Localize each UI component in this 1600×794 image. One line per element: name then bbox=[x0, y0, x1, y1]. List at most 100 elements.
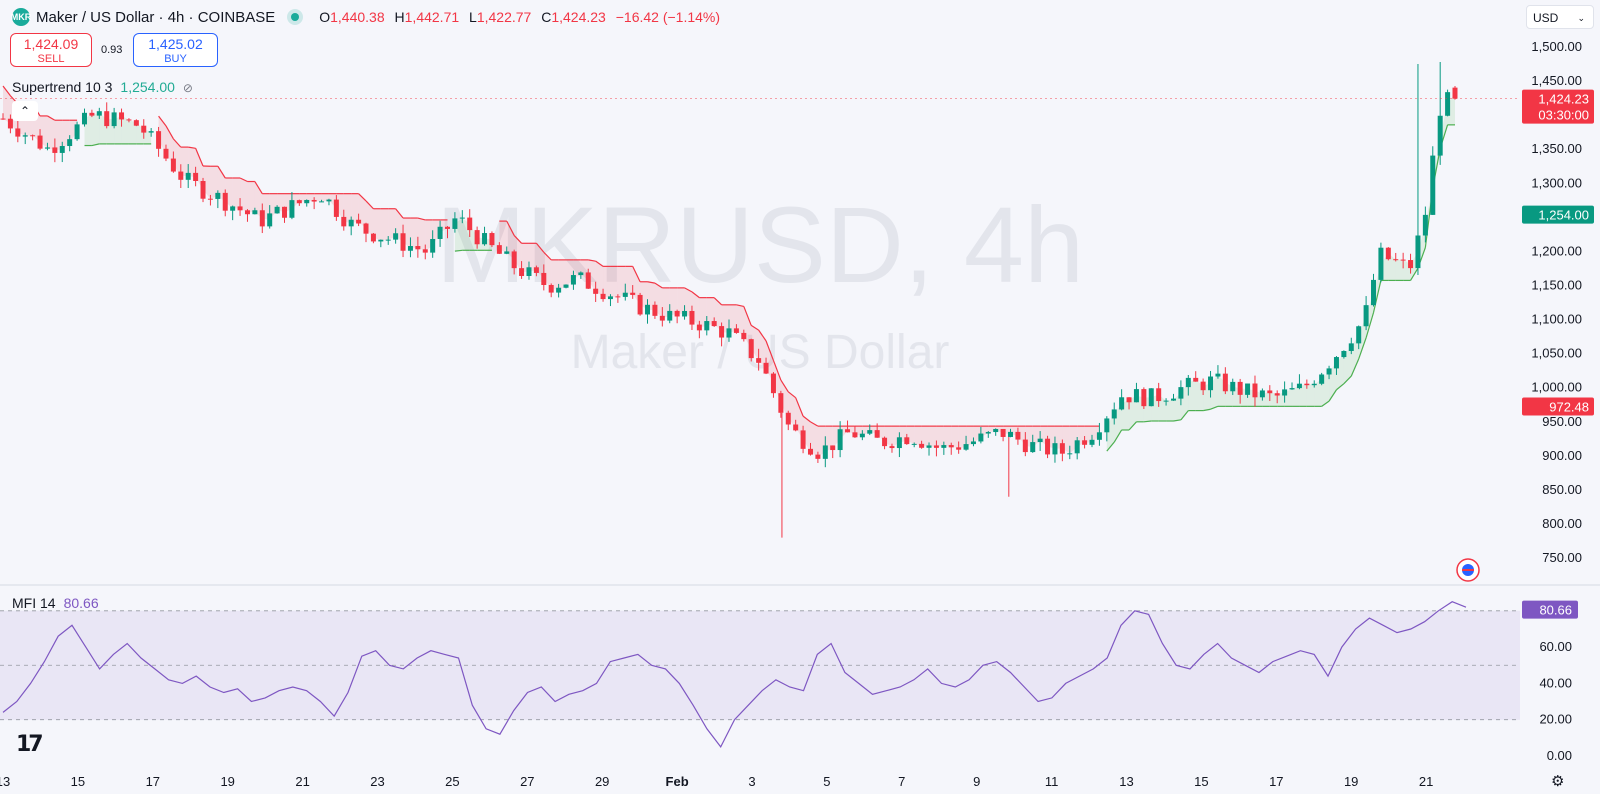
candle bbox=[652, 301, 658, 319]
supertrend-fill bbox=[240, 177, 248, 213]
mfi-legend[interactable]: MFI 14 80.66 bbox=[12, 595, 99, 611]
candle bbox=[74, 121, 80, 141]
candle bbox=[89, 109, 95, 118]
candle bbox=[874, 423, 880, 438]
candle bbox=[1445, 89, 1451, 117]
candle bbox=[800, 425, 806, 454]
watermark-name: Maker / US Dollar bbox=[571, 326, 950, 379]
candle bbox=[815, 451, 821, 463]
time-tick-label: 27 bbox=[520, 774, 534, 789]
candle bbox=[1015, 427, 1021, 445]
candle bbox=[1156, 382, 1162, 407]
candle bbox=[333, 195, 339, 221]
close-value: 1,424.23 bbox=[551, 9, 606, 25]
supertrend-fill bbox=[1306, 384, 1315, 407]
tradingview-logo-icon: 17 bbox=[16, 732, 44, 757]
settings-gear-icon[interactable]: ⚙ bbox=[1551, 773, 1565, 790]
time-tick-label: 5 bbox=[823, 774, 830, 789]
candle bbox=[67, 135, 73, 152]
supertrend-fill bbox=[3, 86, 11, 124]
candle bbox=[156, 126, 162, 157]
candle bbox=[570, 270, 576, 290]
price-tick-label: 750.00 bbox=[1542, 550, 1582, 565]
candle bbox=[585, 268, 591, 289]
price-tag: 1,254.00 bbox=[1522, 205, 1594, 224]
supertrend-line bbox=[358, 193, 367, 202]
candle bbox=[1267, 385, 1273, 401]
candle bbox=[1185, 374, 1191, 396]
supertrend-fill bbox=[958, 426, 967, 449]
candle bbox=[985, 431, 991, 438]
supertrend-fill bbox=[380, 208, 389, 241]
time-tick-label: 29 bbox=[595, 774, 609, 789]
time-axis[interactable]: 13 15 17 19 21 23 25 27 29 Feb 3 5 7 9 11 13 15 17 19 21 bbox=[0, 774, 1433, 789]
candle bbox=[793, 419, 799, 432]
candle bbox=[1304, 379, 1310, 389]
open-value: 1,440.38 bbox=[330, 9, 385, 25]
supertrend-fill bbox=[232, 177, 241, 209]
candle bbox=[948, 442, 954, 455]
supertrend-line bbox=[1410, 267, 1419, 281]
candle bbox=[163, 144, 169, 162]
mfi-value-tag: 80.66 bbox=[1522, 600, 1578, 619]
candle bbox=[1282, 381, 1288, 403]
supertrend-line bbox=[239, 177, 248, 183]
candle bbox=[1237, 378, 1243, 404]
candle bbox=[622, 283, 628, 301]
mfi-axis[interactable]: 80.66 60.00 40.00 20.00 0.00 bbox=[1522, 600, 1578, 763]
sell-button[interactable]: 1,424.09 SELL bbox=[10, 33, 92, 67]
candle bbox=[956, 441, 962, 454]
supertrend-line bbox=[1173, 419, 1181, 422]
candle bbox=[1289, 382, 1295, 390]
candle bbox=[348, 216, 354, 236]
candle bbox=[630, 285, 636, 299]
candle bbox=[519, 261, 525, 279]
candle bbox=[22, 132, 28, 145]
price-tick-label: 1,200.00 bbox=[1531, 243, 1582, 258]
mfi-label: MFI 14 bbox=[12, 595, 56, 611]
collapse-legend-button[interactable]: ⌃ bbox=[12, 101, 38, 121]
price-tag-value: 1,424.23 bbox=[1538, 92, 1589, 107]
price-tag: 972.48 bbox=[1522, 397, 1594, 416]
price-tag-value: 1,254.00 bbox=[1538, 208, 1589, 223]
supertrend-line bbox=[1336, 383, 1345, 391]
candle bbox=[407, 237, 413, 258]
supertrend-fill bbox=[247, 181, 255, 213]
candle bbox=[370, 233, 376, 244]
supertrend-line bbox=[1210, 405, 1219, 410]
symbol-title[interactable]: Maker / US Dollar · 4h · COINBASE bbox=[36, 8, 276, 26]
supertrend-line bbox=[1350, 358, 1360, 377]
candle bbox=[563, 284, 569, 289]
candle bbox=[1274, 390, 1280, 404]
supertrend-line bbox=[172, 138, 182, 148]
supertrend-fill bbox=[351, 193, 359, 224]
candle bbox=[1163, 398, 1169, 406]
currency-select[interactable]: USD ⌄ bbox=[1526, 5, 1594, 29]
supertrend-fill bbox=[1129, 395, 1137, 430]
supertrend-legend[interactable]: Supertrend 10 3 1,254.00 ⊘ bbox=[12, 79, 193, 95]
close-label: C bbox=[541, 9, 552, 25]
supertrend-fill bbox=[1166, 399, 1174, 421]
supertrend-line bbox=[588, 259, 596, 262]
candle bbox=[1422, 206, 1428, 243]
candle bbox=[200, 177, 206, 203]
price-tick-label: 850.00 bbox=[1542, 482, 1582, 497]
supertrend-fill bbox=[610, 266, 618, 298]
supertrend-fill bbox=[1092, 426, 1100, 443]
candle bbox=[993, 428, 999, 436]
supertrend-line bbox=[765, 340, 775, 361]
candle bbox=[1333, 356, 1339, 375]
buy-button[interactable]: 1,425.02 BUY bbox=[133, 33, 218, 67]
candle bbox=[1378, 242, 1384, 283]
supertrend-line bbox=[647, 281, 656, 284]
candle bbox=[1000, 428, 1006, 442]
hidden-eye-icon[interactable]: ⊘ bbox=[182, 81, 193, 95]
mfi-tag-label: 80.66 bbox=[1539, 603, 1572, 618]
candle bbox=[141, 119, 147, 139]
time-tick-label: 11 bbox=[1045, 774, 1059, 789]
candle bbox=[1082, 436, 1088, 449]
candle bbox=[1193, 371, 1199, 382]
candle bbox=[15, 120, 21, 143]
candle bbox=[193, 166, 199, 187]
